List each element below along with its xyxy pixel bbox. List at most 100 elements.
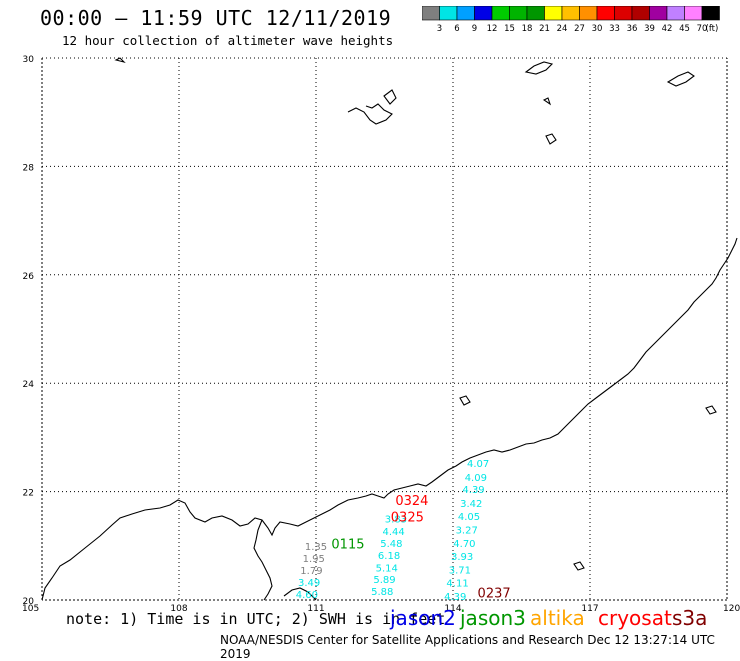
colorbar-label: 70 [697,24,708,34]
colorbar-label: 6 [454,24,459,34]
swh-value: 1.95 [303,554,325,565]
colorbar-label: 15 [504,24,515,34]
colorbar-swatch [526,6,545,21]
colorbar-label: 36 [627,24,638,34]
swh-value: 3.27 [456,525,478,536]
island-coastline [542,97,552,106]
mission-jason3: jason3 [460,606,526,630]
x-tick-label: 114 [444,604,461,614]
mission-s3a: s3a [672,606,708,630]
mission-altika: altika [530,606,585,630]
mission-jason2: jason2 [390,606,456,630]
island-coastline [347,103,393,125]
y-axis-ticks: 20 22 24 26 28 30 [23,55,35,607]
pass-time: 0237 [478,586,511,601]
swh-value: 3.42 [460,499,482,510]
swh-value: 4.39 [462,485,484,496]
colorbar-label: 12 [487,24,498,34]
x-tick-label: 105 [22,604,39,614]
island-coastline [283,587,317,601]
colorbar-label: 30 [592,24,603,34]
y-tick-label: 22 [23,489,34,499]
swh-value: 3.49 [298,578,320,589]
x-tick-label: 108 [170,604,187,614]
map-grid [41,57,728,601]
coastline [41,57,738,601]
island-coastline [524,61,554,75]
colorbar-label: 33 [609,24,620,34]
swh-value: 4.07 [467,459,489,470]
island-coastline [573,561,585,571]
mission-cryosat: cryosat [598,606,672,630]
y-tick-label: 20 [23,597,35,607]
y-tick-label: 30 [23,55,35,65]
swh-value: 4.11 [446,578,468,589]
island-coastline [666,71,695,87]
note-text: note: 1) Time is in UTC; 2) SWH is in fe… [66,610,446,628]
pass-time: 0324 [395,494,428,509]
colorbar-label: 39 [644,24,655,34]
swh-value: 3.93 [451,552,473,563]
island-coastline [383,89,397,105]
swh-value: 3.71 [449,565,471,576]
colorbar-label: 9 [472,24,477,34]
y-tick-label: 26 [23,272,35,282]
swh-value: 1.35 [305,542,327,553]
y-tick-label: 24 [23,380,35,390]
swh-value: 3.83 [385,514,407,525]
swh-value: 4.05 [458,512,480,523]
pass-time: 0115 [331,538,364,553]
colorbar-swatch [422,6,440,21]
colorbar-label: 45 [679,24,690,34]
x-tick-label: 111 [307,604,324,614]
colorbar-swatch [684,6,703,21]
island-coastline [114,57,126,64]
colorbar-swatch [701,6,720,21]
x-axis-ticks: 105 108 111 114 117 120 [22,604,740,614]
peninsula-coastline [253,519,273,601]
y-tick-label: 28 [23,163,35,173]
colorbar-label: 27 [574,24,585,34]
colorbar-label: 42 [662,24,673,34]
colorbar: 3 6 9 12 15 18 21 24 27 30 33 36 39 42 45 70(ft) [422,6,720,34]
swh-value: 4.44 [383,527,405,538]
swh-value: 6.18 [378,551,400,562]
colorbar-swatch [474,6,493,21]
colorbar-swatch [596,6,615,21]
colorbar-swatch [509,6,528,21]
colorbar-label: 18 [522,24,533,34]
swh-value: 5.14 [376,563,398,574]
map-frame [41,57,728,601]
map-subtitle: 12 hour collection of altimeter wave hei… [62,33,394,48]
swh-value: 4.39 [444,592,466,603]
colorbar-label: 3 [437,24,442,34]
swh-value: 4.09 [465,473,487,484]
colorbar-swatch [649,6,668,21]
colorbar-swatch [456,6,475,21]
credit-footer: NOAA/NESDIS Center for Satellite Applica… [220,633,715,661]
island-coastline [705,405,717,415]
colorbar-swatch [491,6,510,21]
colorbar-label: 24 [557,24,568,34]
island-coastline [459,395,471,406]
swh-value: 4.60 [296,590,318,601]
map-title: 00:00 – 11:59 UTC 12/11/2019 [40,6,392,30]
swh-value: 5.88 [371,587,393,598]
pass-time: 0325 [391,510,424,525]
swh-value: 5.48 [380,539,402,550]
colorbar-swatch [579,6,598,21]
colorbar-swatch [439,6,458,21]
colorbar-unit: (ft) [706,24,719,34]
colorbar-label: 21 [539,24,550,34]
swh-labels: 4.074.094.393.424.053.274.703.933.714.11… [296,459,490,603]
x-tick-label: 117 [581,604,598,614]
swh-value: 4.70 [453,539,475,550]
x-tick-label: 120 [723,604,740,614]
colorbar-swatch [561,6,580,21]
colorbar-swatch [666,6,685,21]
mainland-coastline [41,237,738,601]
colorbar-swatch [631,6,650,21]
swh-value: 1.79 [300,566,322,577]
